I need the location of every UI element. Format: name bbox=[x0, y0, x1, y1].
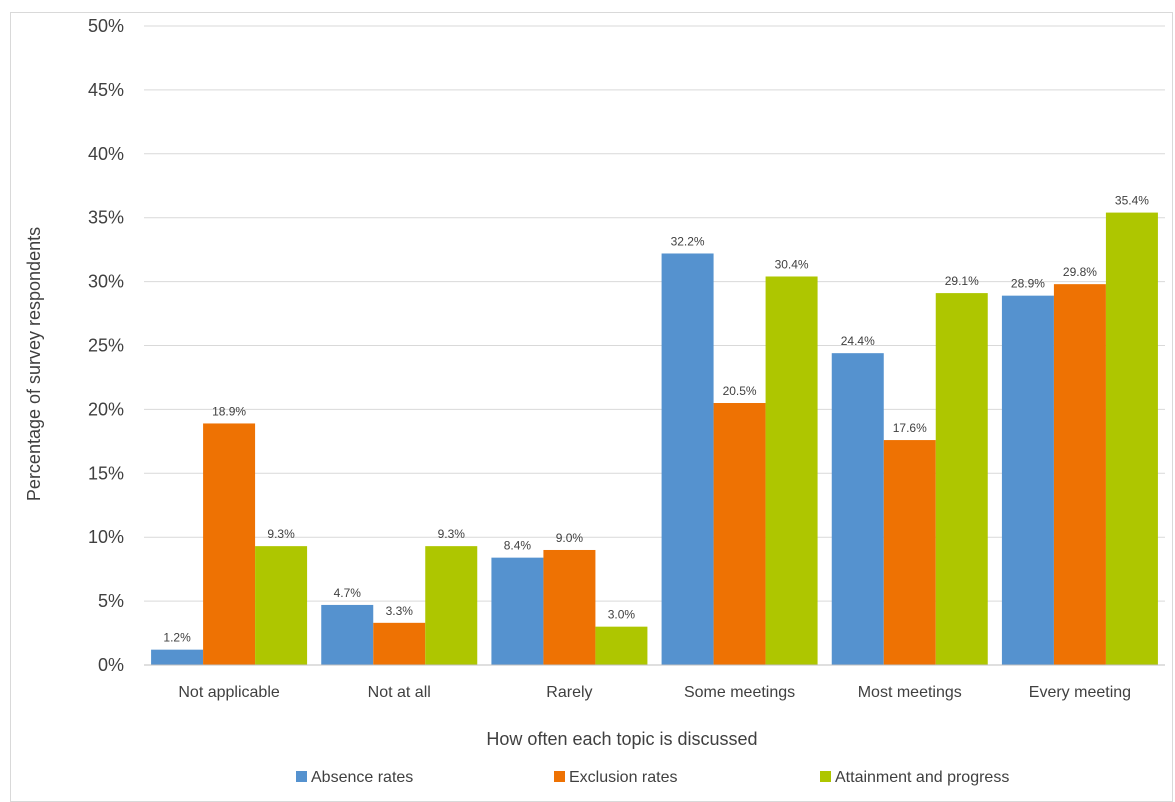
data-label: 24.4% bbox=[841, 334, 875, 348]
bar bbox=[595, 626, 648, 665]
data-label: 30.4% bbox=[775, 257, 809, 271]
x-category-label: Some meetings bbox=[684, 684, 795, 701]
y-tick-label: 45% bbox=[88, 80, 124, 100]
data-label: 1.2% bbox=[163, 631, 191, 645]
bar bbox=[203, 423, 256, 665]
bar bbox=[321, 604, 374, 665]
data-label: 9.0% bbox=[556, 531, 584, 545]
y-tick-label: 30% bbox=[88, 272, 124, 292]
bars bbox=[151, 212, 1158, 665]
data-label: 9.3% bbox=[438, 527, 466, 541]
data-labels: 1.2% 18.9% 9.3% 4.7% 3.3% 9.3% 8.4% 9.0% 3.0% 32.… bbox=[163, 194, 1149, 645]
legend-label: Absence rates bbox=[311, 769, 413, 786]
y-axis-title: Percentage of survey respondents bbox=[24, 227, 44, 501]
y-axis-ticks: 0% 5% 10% 15% 20% 25% 30% 35% 40% 45% 50% bbox=[88, 16, 124, 675]
legend-swatch bbox=[554, 771, 565, 782]
x-category-label: Most meetings bbox=[858, 684, 962, 701]
bar bbox=[543, 549, 596, 665]
legend-label: Exclusion rates bbox=[569, 769, 678, 786]
y-tick-label: 40% bbox=[88, 144, 124, 164]
bar bbox=[373, 622, 426, 665]
bar bbox=[255, 546, 308, 665]
data-label: 9.3% bbox=[267, 527, 295, 541]
bar bbox=[1001, 295, 1054, 665]
gridlines bbox=[144, 25, 1165, 602]
y-tick-label: 10% bbox=[88, 527, 124, 547]
bar bbox=[661, 253, 714, 665]
legend-swatch bbox=[296, 771, 307, 782]
y-tick-label: 0% bbox=[98, 655, 124, 675]
x-category-label: Not applicable bbox=[178, 684, 280, 701]
data-label: 8.4% bbox=[504, 539, 532, 553]
bar bbox=[1053, 284, 1106, 665]
legend: Absence rates Exclusion rates Attainment a… bbox=[296, 769, 1009, 786]
data-label: 3.0% bbox=[608, 608, 636, 622]
bar bbox=[935, 293, 988, 665]
y-tick-label: 50% bbox=[88, 16, 124, 36]
data-label: 29.1% bbox=[945, 274, 979, 288]
bar bbox=[883, 440, 936, 665]
x-axis-categories: Not applicable Not at all Rarely Some meeti… bbox=[178, 684, 1131, 701]
legend-label: Attainment and progress bbox=[835, 769, 1009, 786]
y-tick-label: 20% bbox=[88, 399, 124, 419]
data-label: 17.6% bbox=[893, 421, 927, 435]
data-label: 29.8% bbox=[1063, 265, 1097, 279]
bar bbox=[1105, 212, 1158, 665]
data-label: 32.2% bbox=[671, 234, 705, 248]
x-category-label: Rarely bbox=[546, 684, 592, 701]
x-axis-title: How often each topic is discussed bbox=[486, 729, 757, 749]
data-label: 28.9% bbox=[1011, 277, 1045, 291]
bar bbox=[765, 276, 818, 665]
bar bbox=[491, 557, 544, 665]
x-category-label: Not at all bbox=[368, 684, 431, 701]
x-category-label: Every meeting bbox=[1029, 684, 1131, 701]
y-tick-label: 15% bbox=[88, 463, 124, 483]
data-label: 35.4% bbox=[1115, 194, 1149, 208]
data-label: 18.9% bbox=[212, 404, 246, 418]
y-tick-label: 25% bbox=[88, 336, 124, 356]
y-tick-label: 35% bbox=[88, 208, 124, 228]
bar bbox=[713, 403, 766, 665]
data-label: 3.3% bbox=[386, 604, 414, 618]
data-label: 20.5% bbox=[723, 384, 757, 398]
data-label: 4.7% bbox=[334, 586, 362, 600]
legend-swatch bbox=[820, 771, 831, 782]
bar bbox=[831, 353, 884, 665]
y-tick-label: 5% bbox=[98, 591, 124, 611]
bar bbox=[425, 546, 478, 665]
bar bbox=[151, 649, 204, 665]
